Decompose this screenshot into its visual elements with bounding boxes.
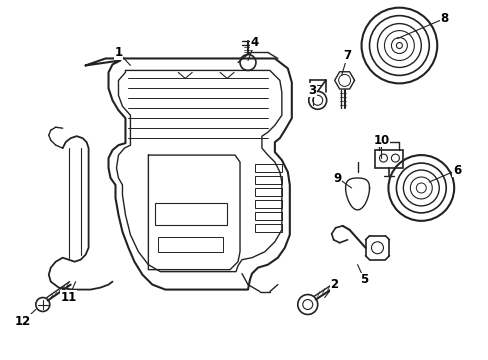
- Text: 7: 7: [343, 49, 351, 62]
- Bar: [254, 188, 281, 196]
- Text: 9: 9: [333, 171, 341, 185]
- Text: 12: 12: [15, 315, 31, 328]
- Bar: [254, 164, 281, 172]
- Text: 8: 8: [439, 12, 447, 25]
- Text: 5: 5: [360, 273, 368, 286]
- Text: 4: 4: [250, 36, 259, 49]
- Bar: [375, 150, 403, 168]
- Bar: [158, 237, 223, 252]
- Bar: [254, 224, 281, 232]
- Bar: [254, 212, 281, 220]
- Text: 3: 3: [308, 84, 316, 97]
- Bar: [155, 203, 226, 225]
- Bar: [254, 176, 281, 184]
- Bar: [254, 200, 281, 208]
- Text: 1: 1: [114, 46, 122, 59]
- Text: 2: 2: [330, 278, 338, 291]
- Text: 11: 11: [61, 291, 77, 304]
- Text: 10: 10: [372, 134, 389, 147]
- Text: 6: 6: [452, 163, 460, 176]
